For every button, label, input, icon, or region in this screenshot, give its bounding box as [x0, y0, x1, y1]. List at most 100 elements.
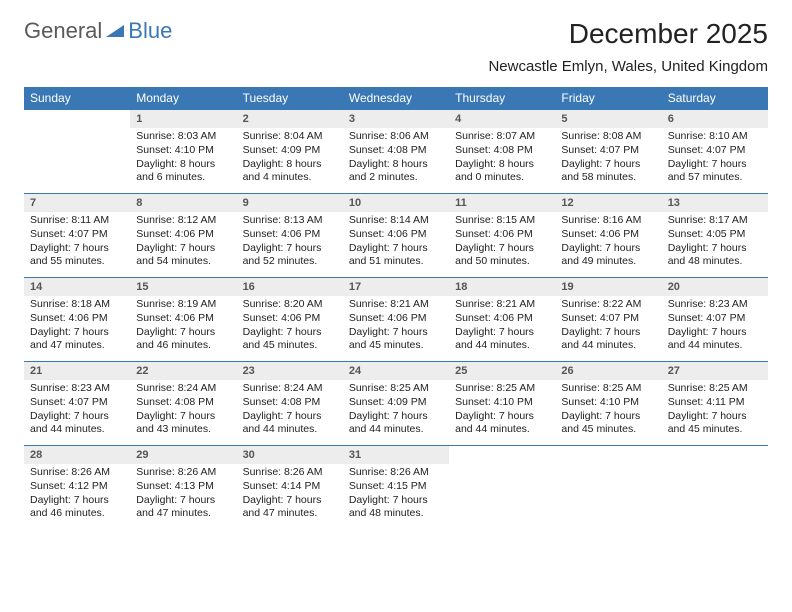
sunrise-text: Sunrise: 8:20 AM — [243, 298, 337, 312]
day-body: Sunrise: 8:07 AMSunset: 4:08 PMDaylight:… — [449, 128, 555, 189]
day-body: Sunrise: 8:23 AMSunset: 4:07 PMDaylight:… — [24, 380, 130, 441]
month-title: December 2025 — [488, 18, 768, 50]
sunrise-text: Sunrise: 8:25 AM — [561, 382, 655, 396]
sunrise-text: Sunrise: 8:25 AM — [668, 382, 762, 396]
calendar-day-cell: 15Sunrise: 8:19 AMSunset: 4:06 PMDayligh… — [130, 278, 236, 362]
daylight-text: Daylight: 8 hours and 0 minutes. — [455, 158, 549, 185]
sunrise-text: Sunrise: 8:26 AM — [136, 466, 230, 480]
day-body: Sunrise: 8:04 AMSunset: 4:09 PMDaylight:… — [237, 128, 343, 189]
sunset-text: Sunset: 4:08 PM — [455, 144, 549, 158]
daylight-text: Daylight: 7 hours and 58 minutes. — [561, 158, 655, 185]
weekday-sunday: Sunday — [24, 87, 130, 110]
daylight-text: Daylight: 7 hours and 51 minutes. — [349, 242, 443, 269]
sunrise-text: Sunrise: 8:14 AM — [349, 214, 443, 228]
calendar-week-row: 14Sunrise: 8:18 AMSunset: 4:06 PMDayligh… — [24, 278, 768, 362]
day-number: 28 — [24, 446, 130, 464]
day-number: 10 — [343, 194, 449, 212]
sunset-text: Sunset: 4:06 PM — [30, 312, 124, 326]
day-number: 18 — [449, 278, 555, 296]
sunset-text: Sunset: 4:07 PM — [30, 228, 124, 242]
day-number: 15 — [130, 278, 236, 296]
weekday-friday: Friday — [555, 87, 661, 110]
sunrise-text: Sunrise: 8:04 AM — [243, 130, 337, 144]
day-body: Sunrise: 8:26 AMSunset: 4:13 PMDaylight:… — [130, 464, 236, 525]
day-number: 9 — [237, 194, 343, 212]
day-number: 17 — [343, 278, 449, 296]
day-number: 29 — [130, 446, 236, 464]
calendar-day-cell: 4Sunrise: 8:07 AMSunset: 4:08 PMDaylight… — [449, 110, 555, 194]
day-body: Sunrise: 8:23 AMSunset: 4:07 PMDaylight:… — [662, 296, 768, 357]
calendar-day-cell: 1Sunrise: 8:03 AMSunset: 4:10 PMDaylight… — [130, 110, 236, 194]
sunrise-text: Sunrise: 8:25 AM — [349, 382, 443, 396]
sunrise-text: Sunrise: 8:26 AM — [30, 466, 124, 480]
day-number: 21 — [24, 362, 130, 380]
calendar-day-cell: 19Sunrise: 8:22 AMSunset: 4:07 PMDayligh… — [555, 278, 661, 362]
day-body: Sunrise: 8:20 AMSunset: 4:06 PMDaylight:… — [237, 296, 343, 357]
day-body: Sunrise: 8:12 AMSunset: 4:06 PMDaylight:… — [130, 212, 236, 273]
day-body: Sunrise: 8:25 AMSunset: 4:10 PMDaylight:… — [555, 380, 661, 441]
sunset-text: Sunset: 4:12 PM — [30, 480, 124, 494]
daylight-text: Daylight: 7 hours and 47 minutes. — [243, 494, 337, 521]
daylight-text: Daylight: 7 hours and 48 minutes. — [668, 242, 762, 269]
day-body: Sunrise: 8:11 AMSunset: 4:07 PMDaylight:… — [24, 212, 130, 273]
day-number: 27 — [662, 362, 768, 380]
sunset-text: Sunset: 4:11 PM — [668, 396, 762, 410]
daylight-text: Daylight: 8 hours and 6 minutes. — [136, 158, 230, 185]
daylight-text: Daylight: 7 hours and 49 minutes. — [561, 242, 655, 269]
calendar-week-row: 21Sunrise: 8:23 AMSunset: 4:07 PMDayligh… — [24, 362, 768, 446]
daylight-text: Daylight: 7 hours and 44 minutes. — [561, 326, 655, 353]
day-body: Sunrise: 8:14 AMSunset: 4:06 PMDaylight:… — [343, 212, 449, 273]
calendar-day-cell: 23Sunrise: 8:24 AMSunset: 4:08 PMDayligh… — [237, 362, 343, 446]
calendar-day-cell: 13Sunrise: 8:17 AMSunset: 4:05 PMDayligh… — [662, 194, 768, 278]
sunrise-text: Sunrise: 8:22 AM — [561, 298, 655, 312]
weekday-monday: Monday — [130, 87, 236, 110]
day-number: 16 — [237, 278, 343, 296]
day-number: 31 — [343, 446, 449, 464]
sunrise-text: Sunrise: 8:10 AM — [668, 130, 762, 144]
daylight-text: Daylight: 7 hours and 45 minutes. — [561, 410, 655, 437]
day-body: Sunrise: 8:25 AMSunset: 4:09 PMDaylight:… — [343, 380, 449, 441]
day-number: 11 — [449, 194, 555, 212]
sunset-text: Sunset: 4:10 PM — [136, 144, 230, 158]
calendar-week-row: 28Sunrise: 8:26 AMSunset: 4:12 PMDayligh… — [24, 446, 768, 530]
day-number: 22 — [130, 362, 236, 380]
daylight-text: Daylight: 8 hours and 2 minutes. — [349, 158, 443, 185]
day-number: 14 — [24, 278, 130, 296]
day-number: 24 — [343, 362, 449, 380]
sunrise-text: Sunrise: 8:25 AM — [455, 382, 549, 396]
day-body: Sunrise: 8:26 AMSunset: 4:15 PMDaylight:… — [343, 464, 449, 525]
sunrise-text: Sunrise: 8:19 AM — [136, 298, 230, 312]
daylight-text: Daylight: 7 hours and 44 minutes. — [243, 410, 337, 437]
day-number: 4 — [449, 110, 555, 128]
title-block: December 2025 Newcastle Emlyn, Wales, Un… — [488, 18, 768, 75]
weekday-header-row: Sunday Monday Tuesday Wednesday Thursday… — [24, 87, 768, 110]
calendar-day-cell: . — [662, 446, 768, 530]
calendar-day-cell: . — [555, 446, 661, 530]
sunrise-text: Sunrise: 8:13 AM — [243, 214, 337, 228]
sunrise-text: Sunrise: 8:23 AM — [668, 298, 762, 312]
day-body: Sunrise: 8:06 AMSunset: 4:08 PMDaylight:… — [343, 128, 449, 189]
sunrise-text: Sunrise: 8:15 AM — [455, 214, 549, 228]
sunrise-text: Sunrise: 8:11 AM — [30, 214, 124, 228]
sunrise-text: Sunrise: 8:26 AM — [349, 466, 443, 480]
header: General Blue December 2025 Newcastle Eml… — [24, 18, 768, 75]
daylight-text: Daylight: 7 hours and 46 minutes. — [30, 494, 124, 521]
sunset-text: Sunset: 4:07 PM — [668, 144, 762, 158]
day-body: Sunrise: 8:08 AMSunset: 4:07 PMDaylight:… — [555, 128, 661, 189]
calendar-day-cell: 26Sunrise: 8:25 AMSunset: 4:10 PMDayligh… — [555, 362, 661, 446]
day-body: Sunrise: 8:15 AMSunset: 4:06 PMDaylight:… — [449, 212, 555, 273]
sunset-text: Sunset: 4:06 PM — [455, 228, 549, 242]
daylight-text: Daylight: 7 hours and 45 minutes. — [243, 326, 337, 353]
day-number: 6 — [662, 110, 768, 128]
sunset-text: Sunset: 4:07 PM — [30, 396, 124, 410]
calendar-day-cell: . — [24, 110, 130, 194]
sunrise-text: Sunrise: 8:16 AM — [561, 214, 655, 228]
calendar-day-cell: 21Sunrise: 8:23 AMSunset: 4:07 PMDayligh… — [24, 362, 130, 446]
sunrise-text: Sunrise: 8:03 AM — [136, 130, 230, 144]
location-text: Newcastle Emlyn, Wales, United Kingdom — [488, 58, 768, 75]
sunrise-text: Sunrise: 8:21 AM — [455, 298, 549, 312]
sunset-text: Sunset: 4:06 PM — [243, 312, 337, 326]
sunset-text: Sunset: 4:14 PM — [243, 480, 337, 494]
day-body: Sunrise: 8:10 AMSunset: 4:07 PMDaylight:… — [662, 128, 768, 189]
day-body: Sunrise: 8:22 AMSunset: 4:07 PMDaylight:… — [555, 296, 661, 357]
